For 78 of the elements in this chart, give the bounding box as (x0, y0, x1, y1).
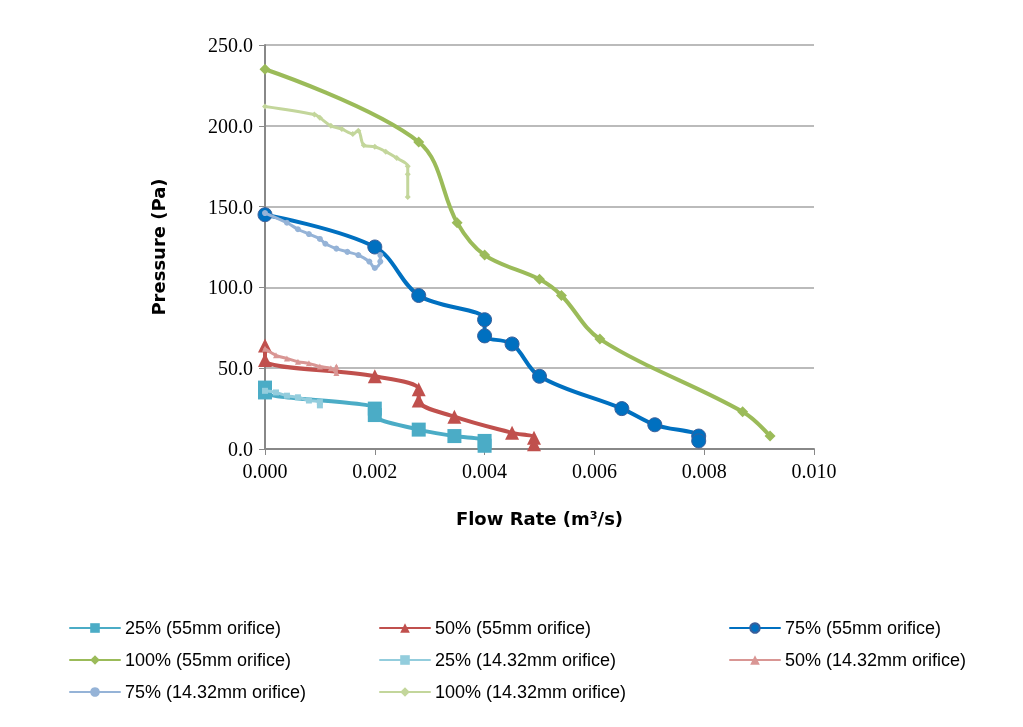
y-tick-label: 250.0 (208, 34, 253, 56)
legend-label: 25% (14.32mm orifice) (435, 650, 617, 670)
point (382, 148, 389, 155)
point (555, 289, 567, 301)
point (316, 114, 323, 121)
point (764, 430, 776, 442)
point (355, 127, 362, 134)
point (411, 287, 427, 303)
point (691, 433, 707, 449)
point (322, 240, 329, 247)
point (532, 368, 547, 384)
point (451, 217, 463, 229)
point (477, 438, 492, 453)
legend-label: 25% (55mm orifice) (125, 618, 282, 638)
point (447, 409, 462, 424)
point (333, 245, 340, 252)
point (393, 155, 400, 162)
point (294, 226, 301, 233)
point (283, 355, 290, 362)
point (344, 248, 351, 255)
point (294, 394, 301, 401)
y-tick-label: 200.0 (208, 114, 253, 137)
point (360, 142, 367, 149)
point (505, 425, 520, 440)
point (377, 252, 384, 259)
point (479, 249, 491, 261)
point (647, 417, 663, 433)
point (305, 231, 312, 238)
x-tick-label: 0.006 (571, 460, 617, 482)
point (371, 265, 378, 272)
point (477, 312, 493, 328)
point (367, 369, 382, 384)
point (272, 352, 279, 359)
legend-label: 75% (14.32mm orifice) (125, 682, 307, 702)
point (316, 363, 323, 370)
legend-label: 75% (55mm orifice) (785, 618, 942, 638)
point (349, 130, 356, 137)
legend-label: 100% (55mm orifice) (125, 650, 292, 670)
point (327, 365, 334, 372)
x-tick-label: 0.002 (352, 460, 398, 482)
point (367, 408, 382, 423)
point (355, 252, 362, 259)
x-axis-title: Flow Rate (m³/s) (455, 507, 624, 529)
point (311, 111, 318, 118)
point (737, 406, 749, 418)
point (262, 387, 268, 394)
point (305, 397, 312, 404)
legend-label: 50% (14.32mm orifice) (785, 650, 967, 670)
point (411, 422, 426, 437)
y-axis-title: Pressure (Pa) (147, 178, 169, 316)
point (294, 358, 301, 365)
x-tick-label: 0.008 (681, 460, 727, 482)
y-tick-label: 150.0 (208, 195, 253, 218)
point (259, 63, 271, 75)
point (272, 389, 279, 396)
point (477, 328, 493, 344)
x-tick-label: 0.010 (791, 460, 837, 482)
point (316, 235, 323, 242)
point (283, 392, 290, 399)
x-tick-label: 0.000 (242, 460, 288, 482)
point (504, 336, 520, 352)
legend-label: 100% (14.32mm orifice) (435, 682, 627, 702)
point (447, 429, 462, 444)
point (594, 333, 606, 345)
point (614, 401, 630, 417)
y-tick-label: 100.0 (208, 276, 253, 299)
x-tick-label: 0.004 (462, 460, 508, 482)
point (411, 382, 426, 397)
y-tick-label: 0.0 (228, 438, 253, 460)
point (333, 363, 340, 370)
point (262, 103, 268, 110)
legend-label: 50% (55mm orifice) (435, 618, 592, 638)
y-tick-label: 50.0 (218, 357, 253, 380)
point (534, 273, 545, 285)
point (367, 239, 383, 255)
point (283, 219, 290, 226)
point (327, 122, 334, 129)
point (413, 136, 425, 148)
